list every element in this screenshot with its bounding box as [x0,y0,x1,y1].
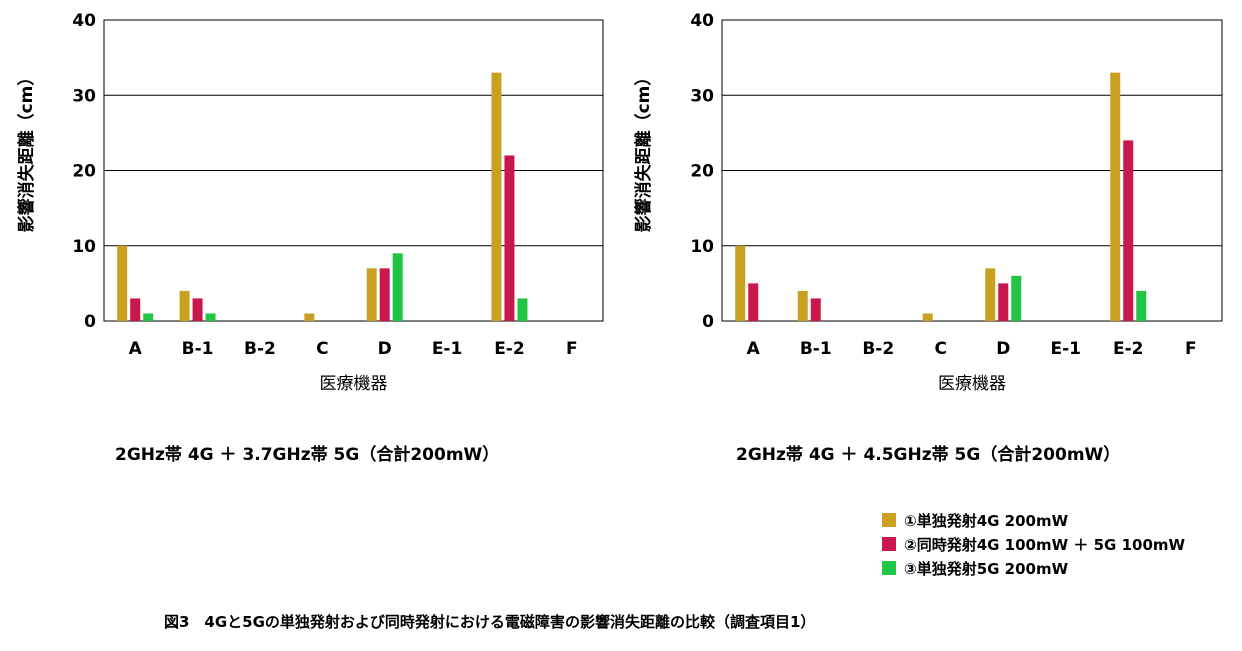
right-bar-b-1-s2 [810,298,821,321]
legend-swatch-5g [882,561,896,575]
left-bar-d-s2 [379,268,390,321]
legend: ①単独発射4G 200mW ②同時発射4G 100mW ＋ 5G 100mW ③… [882,508,1185,580]
left-ytick-label-0: 0 [84,312,96,332]
left-bar-e-2-s2 [504,155,515,321]
left-xtick-label-c: C [316,339,328,359]
left-bar-b-1-s3 [205,313,216,321]
right-xaxis-label: 医療機器 [938,374,1006,394]
left-bar-a-s3 [143,313,154,321]
right-bar-d-s2 [998,283,1009,321]
left-xtick-label-b-1: B-1 [182,339,214,359]
left-xtick-label-d: D [378,339,392,359]
legend-item-5g: ③単独発射5G 200mW [882,556,1185,580]
left-ytick-label-20: 20 [72,162,96,182]
left-ytick-label-30: 30 [72,86,96,106]
chart-title-right: 2GHz帯 4G ＋ 4.5GHz帯 5G（合計200mW） [736,445,1121,465]
left-yaxis-label: 影響消失距離（cm） [16,69,37,233]
legend-item-simultaneous: ②同時発射4G 100mW ＋ 5G 100mW [882,532,1185,556]
legend-label-simultaneous: ②同時発射4G 100mW ＋ 5G 100mW [904,535,1186,554]
left-bar-b-1-s2 [192,298,203,321]
left-xtick-label-e-2: E-2 [494,339,525,359]
left-xtick-label-e-1: E-1 [432,339,463,359]
chart-title-left: 2GHz帯 4G ＋ 3.7GHz帯 5G（合計200mW） [115,445,500,465]
right-xtick-label-a: A [747,339,761,359]
left-bar-b-1-s1 [179,290,190,321]
right-bar-d-s1 [985,268,996,321]
left-bar-a-s1 [117,245,128,321]
right-xtick-label-e-1: E-1 [1051,339,1082,359]
left-bar-e-2-s1 [491,72,502,321]
left-xaxis-label: 医療機器 [320,374,388,394]
left-xtick-label-b-2: B-2 [244,339,276,359]
right-bar-d-s3 [1011,275,1022,321]
legend-label-5g: ③単独発射5G 200mW [904,559,1069,578]
right-bar-a-s2 [748,283,759,321]
right-ytick-label-40: 40 [690,11,714,31]
left-bar-c-s1 [304,313,315,321]
right-xtick-label-d: D [996,339,1010,359]
right-xtick-label-e-2: E-2 [1113,339,1144,359]
right-xtick-label-b-1: B-1 [800,339,832,359]
right-bar-a-s1 [735,245,746,321]
right-yaxis-label: 影響消失距離（cm） [633,69,654,233]
legend-swatch-4g [882,513,896,527]
right-ytick-label-0: 0 [702,312,714,332]
right-bar-e-2-s1 [1110,72,1121,321]
legend-swatch-simultaneous [882,537,896,551]
left-bar-d-s3 [392,253,403,321]
right-ytick-label-20: 20 [690,162,714,182]
left-xtick-label-a: A [129,339,143,359]
right-xtick-label-c: C [935,339,947,359]
right-bar-b-1-s1 [797,290,808,321]
left-ytick-label-40: 40 [72,11,96,31]
legend-label-4g: ①単独発射4G 200mW [904,511,1069,530]
right-xtick-label-b-2: B-2 [862,339,894,359]
right-xtick-label-f: F [1185,339,1197,359]
right-bar-e-2-s3 [1136,290,1147,321]
left-ytick-label-10: 10 [72,237,96,257]
right-bar-c-s1 [922,313,933,321]
right-ytick-label-10: 10 [690,237,714,257]
right-bar-e-2-s2 [1123,140,1134,321]
left-bar-d-s1 [366,268,377,321]
left-bar-a-s2 [130,298,141,321]
left-xtick-label-f: F [566,339,578,359]
figure-caption: 図3 4Gと5Gの単独発射および同時発射における電磁障害の影響消失距離の比較（調… [164,613,816,631]
right-ytick-label-30: 30 [690,86,714,106]
legend-item-4g: ①単独発射4G 200mW [882,508,1185,532]
left-bar-e-2-s3 [517,298,528,321]
